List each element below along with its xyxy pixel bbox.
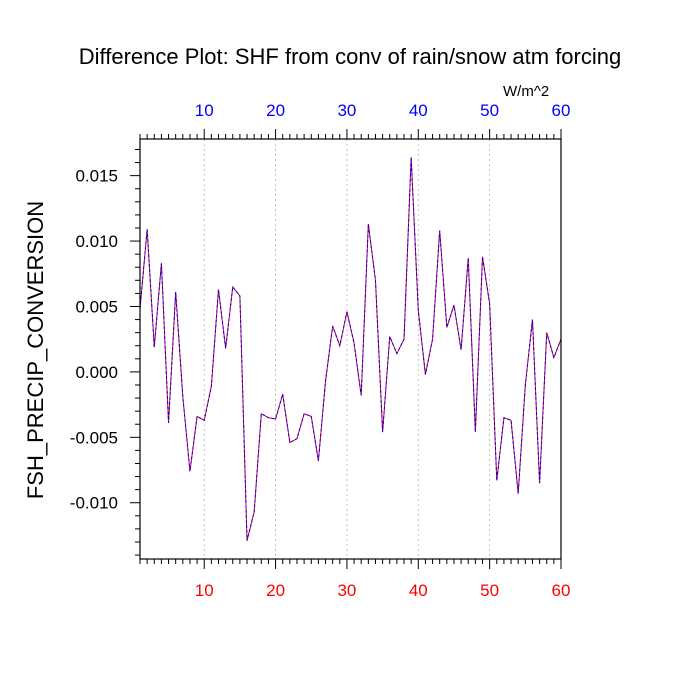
x-tick-label-top: 50 xyxy=(480,101,499,120)
x-tick-label-top: 20 xyxy=(266,101,285,120)
y-tick-label: 0.000 xyxy=(75,363,118,382)
x-tick-label-bottom: 40 xyxy=(409,581,428,600)
plot-frame xyxy=(139,138,562,560)
x-tick-label-top: 40 xyxy=(409,101,428,120)
series-line-blue xyxy=(139,157,562,541)
y-tick-label: -0.010 xyxy=(70,494,118,513)
y-tick-label: 0.015 xyxy=(75,167,118,186)
x-tick-label-top: 10 xyxy=(195,101,214,120)
x-gridlines xyxy=(203,139,562,559)
data-series xyxy=(139,157,562,541)
x-tick-label-bottom: 20 xyxy=(266,581,285,600)
series-line-red xyxy=(139,157,562,541)
axis-ticks xyxy=(130,129,562,569)
y-tick-label: 0.010 xyxy=(75,232,118,251)
chart-title: Difference Plot: SHF from conv of rain/s… xyxy=(78,44,622,69)
x-tick-label-bottom: 60 xyxy=(552,581,571,600)
tick-labels: 10 10 20 20 30 30 40 40 50 50 60 60 -0.010 -0.005 0.00… xyxy=(70,101,571,600)
x-tick-label-bottom: 50 xyxy=(480,581,499,600)
x-tick-label-bottom: 30 xyxy=(337,581,356,600)
x-tick-label-top: 30 xyxy=(337,101,356,120)
x-tick-label-top: 60 xyxy=(552,101,571,120)
y-tick-label: 0.005 xyxy=(75,297,118,316)
y-tick-label: -0.005 xyxy=(70,428,118,447)
units-label: W/m^2 xyxy=(503,83,550,100)
x-tick-label-bottom: 10 xyxy=(195,581,214,600)
